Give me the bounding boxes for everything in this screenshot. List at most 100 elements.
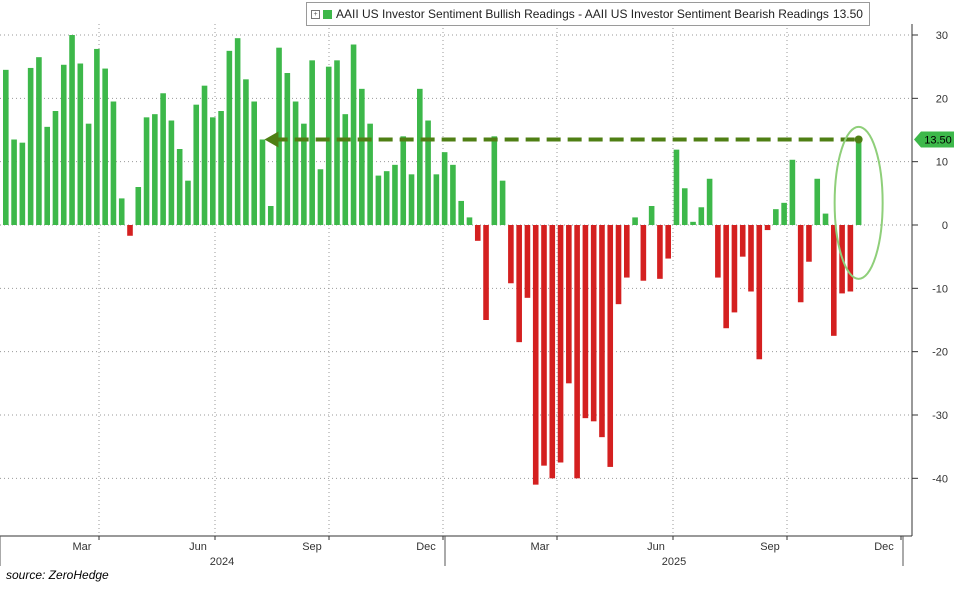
legend-expand-icon[interactable]: + bbox=[311, 9, 320, 19]
bar bbox=[441, 152, 448, 225]
grid-lines bbox=[0, 24, 912, 536]
y-tick-label: -10 bbox=[932, 283, 948, 295]
bar bbox=[806, 225, 812, 262]
bar bbox=[789, 159, 796, 225]
bar bbox=[499, 180, 506, 225]
bar bbox=[127, 225, 133, 236]
annotations bbox=[264, 125, 884, 280]
x-tick-label: Dec bbox=[874, 541, 894, 553]
bar bbox=[748, 225, 754, 292]
bar bbox=[110, 101, 117, 225]
y-tick-label: 20 bbox=[936, 93, 948, 105]
bar bbox=[284, 73, 291, 225]
bar bbox=[615, 225, 622, 305]
bar bbox=[185, 180, 191, 225]
legend-value: 13.50 bbox=[832, 7, 863, 21]
bar bbox=[574, 225, 580, 479]
bar bbox=[52, 111, 59, 225]
bar bbox=[491, 136, 498, 225]
y-tick-label: 0 bbox=[942, 220, 948, 232]
bar bbox=[218, 111, 224, 225]
bar bbox=[690, 221, 696, 225]
bar bbox=[367, 123, 373, 225]
bar bbox=[781, 202, 787, 225]
bar bbox=[450, 164, 456, 225]
bar bbox=[334, 60, 340, 226]
bar bbox=[723, 225, 729, 329]
bar bbox=[193, 104, 200, 225]
bar bbox=[375, 175, 382, 225]
bar bbox=[698, 207, 705, 225]
x-year-label: 2025 bbox=[662, 556, 686, 568]
bar bbox=[715, 225, 721, 278]
bar bbox=[557, 225, 564, 463]
bar bbox=[706, 178, 713, 225]
y-tick-label: 10 bbox=[936, 157, 948, 169]
bar bbox=[516, 225, 522, 343]
bar bbox=[566, 225, 572, 384]
bar bbox=[94, 48, 100, 225]
bar bbox=[648, 206, 655, 225]
bar bbox=[474, 225, 481, 241]
bar bbox=[36, 57, 42, 226]
bar bbox=[27, 67, 34, 225]
bar bbox=[532, 225, 539, 485]
bar bbox=[739, 225, 746, 257]
bar bbox=[44, 126, 50, 225]
bar bbox=[292, 101, 299, 225]
highlight-ellipse bbox=[833, 125, 884, 280]
x-tick-label: Sep bbox=[760, 541, 780, 553]
bar bbox=[210, 117, 216, 225]
bar bbox=[607, 225, 614, 467]
bar bbox=[731, 225, 738, 313]
y-tick-label: 30 bbox=[936, 30, 948, 42]
bar bbox=[831, 225, 837, 336]
bar bbox=[549, 225, 556, 479]
bar bbox=[77, 63, 84, 226]
bar bbox=[317, 169, 324, 225]
bar bbox=[259, 139, 266, 225]
legend[interactable]: + AAII US Investor Sentiment Bullish Rea… bbox=[306, 2, 870, 26]
bar bbox=[234, 38, 241, 226]
bar bbox=[251, 101, 257, 225]
bar bbox=[102, 68, 108, 225]
bar bbox=[756, 225, 763, 360]
bar bbox=[243, 79, 249, 225]
bar bbox=[60, 64, 67, 225]
bar bbox=[433, 174, 440, 225]
bar bbox=[590, 225, 597, 422]
bar bbox=[342, 114, 349, 225]
bar bbox=[392, 164, 398, 225]
bar bbox=[359, 88, 365, 225]
current-value-label: 13.50 bbox=[924, 135, 952, 147]
bar bbox=[152, 114, 158, 225]
source-note: source: ZeroHedge bbox=[6, 568, 109, 582]
legend-swatch bbox=[323, 9, 332, 19]
bar bbox=[855, 139, 862, 225]
y-tick-label: -30 bbox=[932, 410, 948, 422]
bar bbox=[267, 206, 274, 225]
bar bbox=[69, 35, 75, 226]
bar bbox=[847, 225, 854, 292]
bar bbox=[383, 171, 390, 225]
bars bbox=[3, 35, 862, 485]
bar bbox=[541, 225, 547, 466]
x-tick-label: Dec bbox=[416, 541, 436, 553]
bar bbox=[632, 217, 638, 225]
y-tick-label: -40 bbox=[932, 473, 948, 485]
bar bbox=[3, 69, 9, 225]
bar bbox=[764, 225, 771, 231]
bar bbox=[325, 66, 332, 225]
arrow-origin-dot bbox=[854, 135, 863, 144]
bar bbox=[624, 225, 630, 278]
x-year-label: 2024 bbox=[210, 556, 234, 568]
bar bbox=[201, 85, 208, 225]
bar bbox=[822, 213, 829, 225]
bar bbox=[309, 60, 315, 226]
bar bbox=[458, 200, 464, 225]
bar bbox=[582, 225, 589, 419]
bar bbox=[350, 44, 357, 226]
x-tick-label: Mar bbox=[73, 541, 92, 553]
bar bbox=[640, 225, 647, 281]
